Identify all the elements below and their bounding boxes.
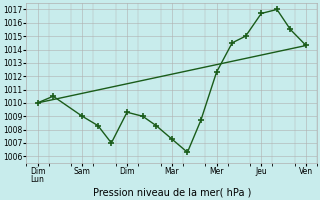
X-axis label: Pression niveau de la mer( hPa ): Pression niveau de la mer( hPa ) <box>92 187 251 197</box>
